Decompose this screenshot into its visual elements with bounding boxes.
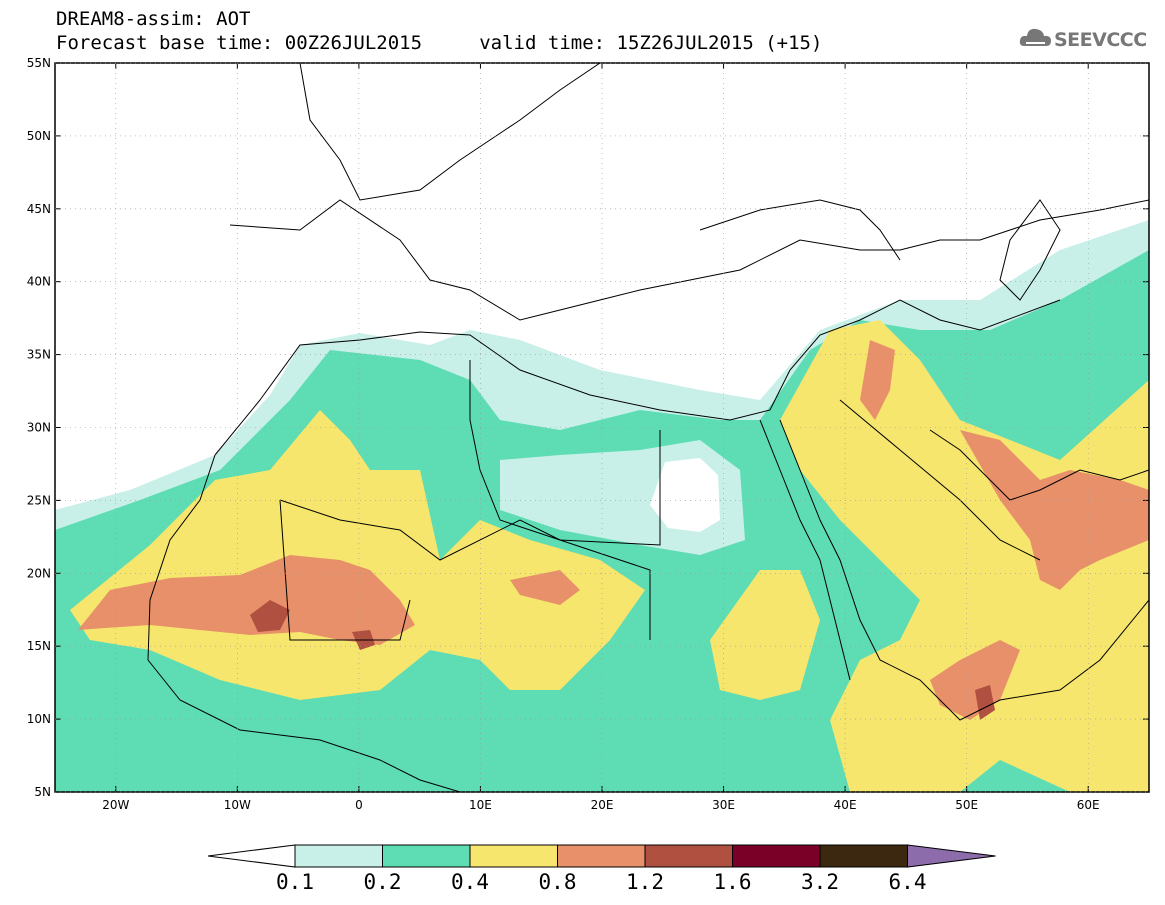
- colorbar-segment: [382, 844, 471, 868]
- lon-tick-label: 0: [355, 798, 363, 812]
- colorbar-high-arrow: [907, 844, 996, 868]
- colorbar-tick-label: 3.2: [801, 870, 839, 894]
- forecast-times: Forecast base time: 00Z26JUL2015 valid t…: [56, 32, 823, 54]
- colorbar-low-arrow: [207, 844, 296, 868]
- latitude-axis: 55N 50N 45N 40N 35N 30N 25N 20N 15N 10N 5N: [27, 56, 1149, 799]
- colorbar-tick-label: 0.2: [364, 870, 402, 894]
- aot-shading: [55, 220, 1149, 792]
- lat-tick-label: 10N: [27, 712, 51, 726]
- lon-tick-label: 10E: [469, 798, 492, 812]
- colorbar-segment: [469, 844, 558, 868]
- cloud-icon: [1019, 28, 1051, 46]
- lat-tick-label: 35N: [27, 348, 51, 362]
- lat-tick-label: 40N: [27, 275, 51, 289]
- colorbar-tick-label: 0.4: [451, 870, 489, 894]
- colorbar-segment: [294, 844, 383, 868]
- longitude-axis: 20W 10W 0 10E 20E 30E 40E 50E 60E: [102, 63, 1100, 812]
- aot-band-1-2: [250, 600, 290, 632]
- lon-tick-label: 20E: [591, 798, 614, 812]
- lon-tick-label: 20W: [102, 798, 129, 812]
- lon-tick-label: 60E: [1077, 798, 1100, 812]
- colorbar-segment: [819, 844, 908, 868]
- lat-tick-label: 50N: [27, 129, 51, 143]
- colorbar-tick-label: 0.8: [539, 870, 577, 894]
- lat-tick-label: 15N: [27, 639, 51, 653]
- colorbar-segment: [732, 844, 821, 868]
- colorbar: 0.1 0.2 0.4 0.8 1.2 1.6 3.2 6.4: [207, 844, 996, 894]
- logo-text: SEEVCCC: [1054, 29, 1147, 51]
- colorbar-tick-label: 1.2: [626, 870, 664, 894]
- aot-band-0-8: [78, 555, 415, 645]
- lat-tick-label: 20N: [27, 566, 51, 580]
- chart-title: DREAM8-assim: AOT: [56, 8, 251, 30]
- coastlines: [147, 63, 1149, 792]
- lat-tick-label: 5N: [34, 785, 51, 799]
- lon-tick-label: 50E: [955, 798, 978, 812]
- colorbar-tick-label: 6.4: [889, 870, 927, 894]
- colorbar-segment: [644, 844, 733, 868]
- lon-tick-label: 30E: [712, 798, 735, 812]
- seevccc-logo: SEEVCCC: [1018, 24, 1148, 54]
- colorbar-segment: [557, 844, 646, 868]
- lat-tick-label: 25N: [27, 493, 51, 507]
- colorbar-tick-label: 1.6: [714, 870, 752, 894]
- lon-tick-label: 10W: [224, 798, 251, 812]
- lat-tick-label: 55N: [27, 56, 51, 70]
- lat-tick-label: 45N: [27, 202, 51, 216]
- lon-tick-label: 40E: [834, 798, 857, 812]
- lat-tick-label: 30N: [27, 421, 51, 435]
- colorbar-tick-label: 0.1: [276, 870, 314, 894]
